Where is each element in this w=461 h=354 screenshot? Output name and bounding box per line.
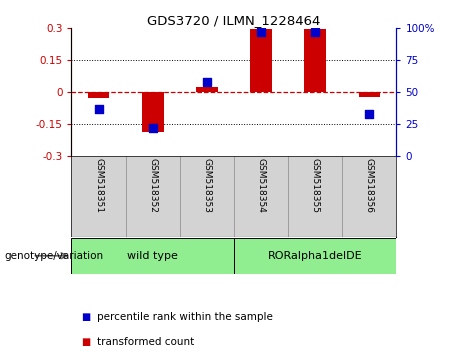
Text: RORalpha1delDE: RORalpha1delDE bbox=[268, 251, 362, 261]
Bar bbox=[71, 238, 234, 274]
Text: ■: ■ bbox=[81, 312, 90, 322]
Point bbox=[257, 29, 265, 35]
Bar bbox=[234, 238, 396, 274]
Text: GSM518353: GSM518353 bbox=[202, 158, 212, 213]
Text: GSM518352: GSM518352 bbox=[148, 158, 157, 213]
Text: genotype/variation: genotype/variation bbox=[5, 251, 104, 261]
Text: percentile rank within the sample: percentile rank within the sample bbox=[97, 312, 273, 322]
Point bbox=[95, 106, 102, 112]
Bar bbox=[304, 29, 326, 92]
Bar bbox=[250, 29, 272, 92]
Text: GSM518355: GSM518355 bbox=[311, 158, 320, 213]
Text: transformed count: transformed count bbox=[97, 337, 194, 347]
Text: GSM518356: GSM518356 bbox=[365, 158, 374, 213]
Point bbox=[203, 79, 211, 85]
Text: GSM518354: GSM518354 bbox=[256, 158, 266, 213]
Bar bbox=[88, 92, 109, 98]
Bar bbox=[359, 92, 380, 97]
Text: ■: ■ bbox=[81, 337, 90, 347]
Bar bbox=[196, 87, 218, 92]
Text: GSM518351: GSM518351 bbox=[94, 158, 103, 213]
Point bbox=[149, 125, 156, 131]
Point bbox=[366, 111, 373, 116]
Point bbox=[312, 29, 319, 35]
Text: wild type: wild type bbox=[127, 251, 178, 261]
Bar bbox=[142, 92, 164, 132]
Title: GDS3720 / ILMN_1228464: GDS3720 / ILMN_1228464 bbox=[147, 14, 321, 27]
